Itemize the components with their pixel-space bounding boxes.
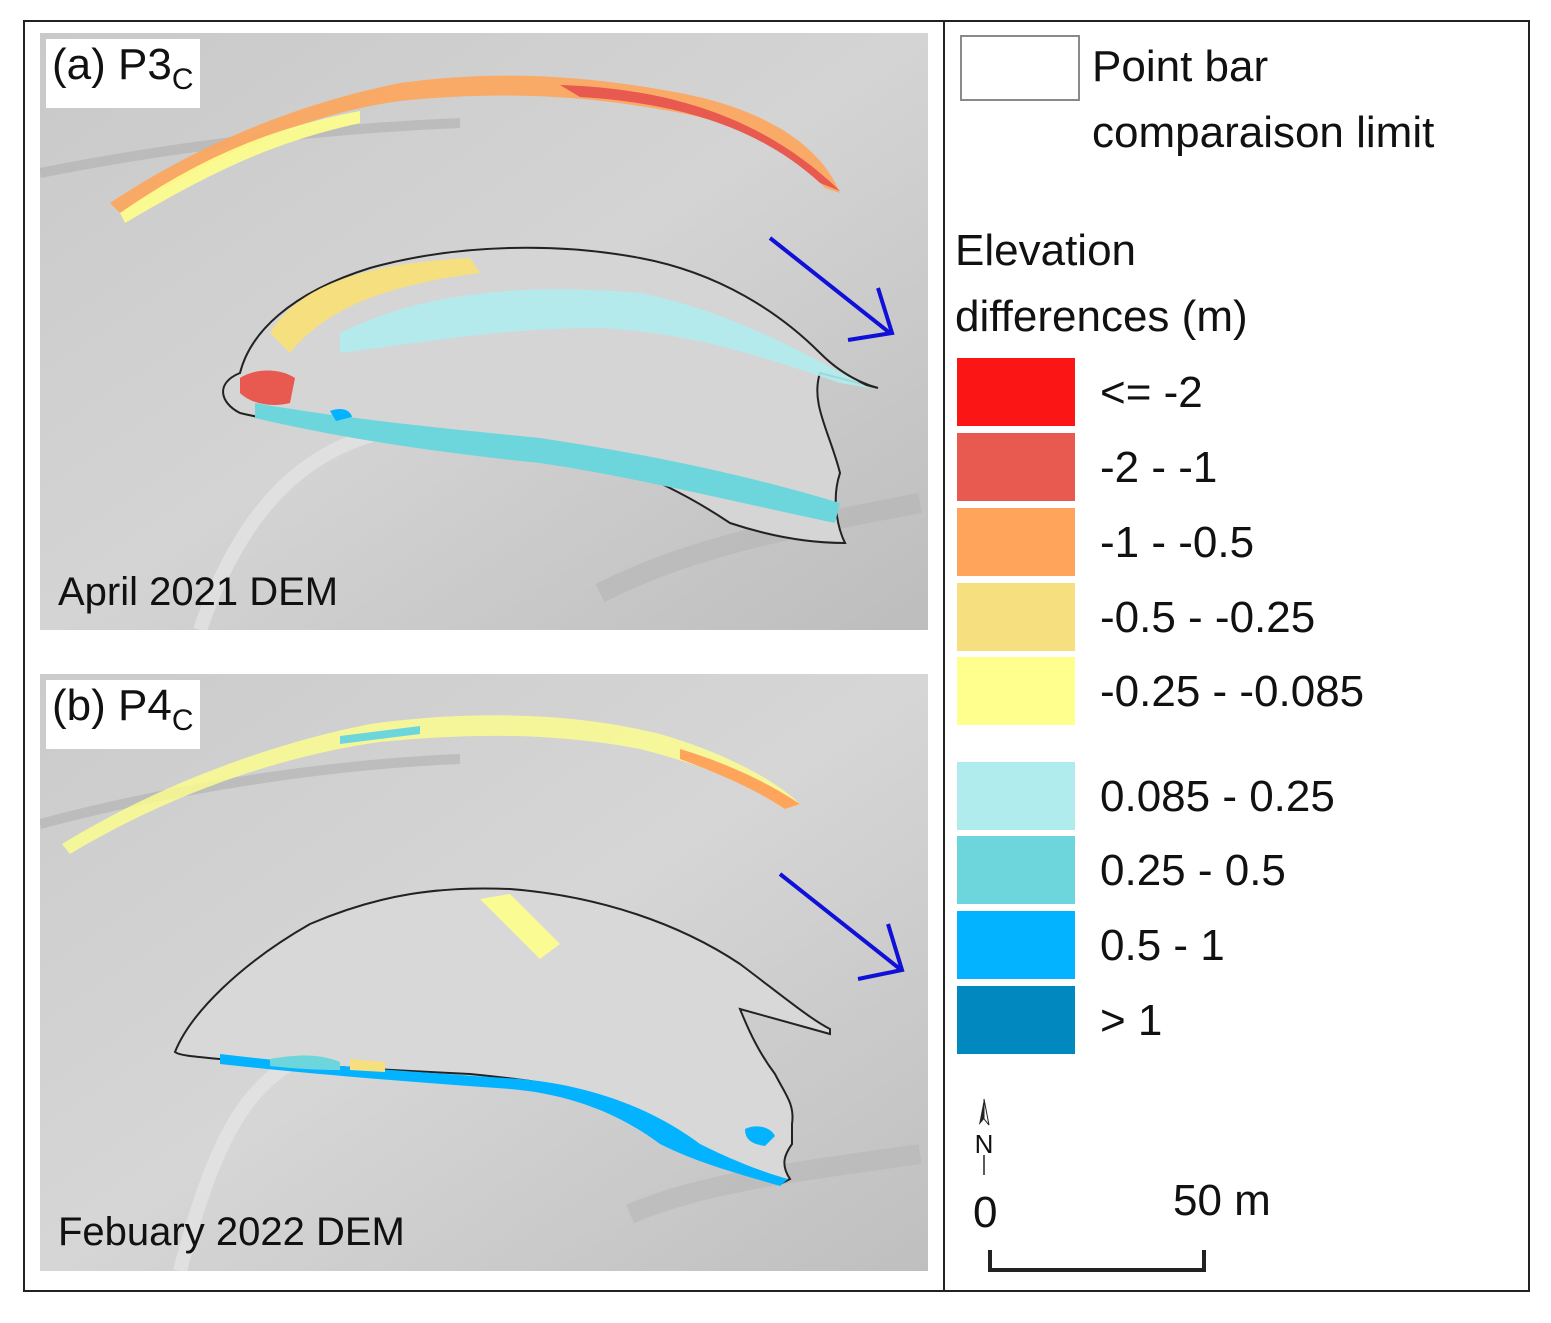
legend-class-row: -0.5 - -0.25	[957, 583, 1517, 651]
point-bar-erosion-zone	[480, 894, 560, 959]
legend-class-row: > 1	[957, 986, 1517, 1054]
terrain-ridge	[595, 493, 922, 602]
legend-class-swatch	[957, 836, 1075, 904]
panel-a-caption: April 2021 DEM	[58, 570, 339, 614]
map-b-graphics	[40, 674, 928, 1271]
terrain-ridge	[626, 1144, 922, 1224]
legend-class-label: 0.25 - 0.5	[1100, 846, 1286, 895]
north-label: N	[975, 1129, 994, 1159]
legend-class-label: -0.25 - -0.085	[1100, 667, 1365, 716]
legend-class-row: 0.5 - 1	[957, 911, 1517, 979]
legend-class-swatch	[957, 508, 1075, 576]
point-bar-deposition-zone	[330, 409, 352, 421]
legend: Point bar comparaison limit Elevation di…	[947, 22, 1528, 1290]
figure-frame	[23, 20, 1530, 1292]
legend-class-row: 0.25 - 0.5	[957, 836, 1517, 904]
scale-bar	[988, 1250, 1206, 1272]
channel-bank-strong-erosion	[560, 85, 840, 191]
point-bar-deposition-zone	[255, 403, 840, 523]
legend-class-label: -1 - -0.5	[1100, 518, 1255, 567]
channel-bank-erosion	[680, 749, 800, 809]
legend-class-label: <= -2	[1100, 368, 1203, 417]
point-bar-deposition-zone	[220, 1054, 788, 1186]
legend-class-swatch	[957, 433, 1075, 501]
point-bar-deposition-zone	[340, 289, 870, 388]
legend-class-label: -2 - -1	[1100, 443, 1218, 492]
legend-class-swatch	[957, 358, 1075, 426]
scale-max-label: 50 m	[1173, 1176, 1271, 1225]
legend-class-row: -0.25 - -0.085	[957, 657, 1517, 725]
channel-bank-minor-erosion	[62, 715, 800, 854]
legend-class-swatch	[957, 583, 1075, 651]
point-bar-erosion-zone	[240, 370, 295, 405]
north-arrow-icon: N	[975, 1098, 994, 1175]
map-a-graphics	[40, 33, 928, 630]
panel-b-label: (b) P4C	[46, 680, 200, 749]
legend-class-row: 0.085 - 0.25	[957, 762, 1517, 830]
flow-direction-arrow	[778, 872, 902, 971]
point-bar-outline	[173, 887, 831, 1186]
legend-class-swatch	[957, 657, 1075, 725]
point-bar-erosion-zone	[270, 258, 480, 353]
legend-class-label: 0.5 - 1	[1100, 921, 1225, 970]
legend-class-label: > 1	[1100, 996, 1163, 1045]
channel-bank-deposition	[340, 726, 420, 744]
point-bar-deposition-zone	[745, 1126, 775, 1146]
panel-a-label: (a) P3C	[46, 39, 200, 108]
legend-class-swatch	[957, 762, 1075, 830]
legend-class-row: <= -2	[957, 358, 1517, 426]
comparison-limit-label: Point bar comparaison limit	[1092, 42, 1435, 157]
legend-class-swatch	[957, 911, 1075, 979]
panel-divider	[943, 20, 945, 1292]
panel-b-caption: Febuary 2022 DEM	[58, 1210, 405, 1254]
point-bar-erosion-zone	[350, 1059, 385, 1072]
map-panel-a: (a) P3C April 2021 DEM	[40, 33, 928, 630]
legend-class-label: 0.085 - 0.25	[1100, 772, 1335, 821]
terrain-path	[193, 426, 382, 630]
legend-class-label: -0.5 - -0.25	[1100, 593, 1316, 642]
legend-class-swatch	[957, 986, 1075, 1054]
scale-zero-label: 0	[973, 1188, 998, 1237]
map-panel-b: (b) P4C Febuary 2022 DEM	[40, 674, 928, 1271]
terrain-ridge	[40, 754, 461, 829]
legend-class-row: -2 - -1	[957, 433, 1517, 501]
comparison-limit-swatch	[960, 35, 1080, 101]
point-bar-deposition-zone	[270, 1055, 340, 1070]
legend-class-row: -1 - -0.5	[957, 508, 1517, 576]
flow-direction-arrow	[768, 236, 892, 335]
channel-bank-minor-erosion	[120, 111, 360, 223]
flow-direction-arrowhead	[847, 287, 895, 342]
terrain-path	[173, 1057, 294, 1271]
flow-direction-arrowhead	[857, 923, 905, 981]
legend-title: Elevation differences (m)	[955, 226, 1248, 341]
